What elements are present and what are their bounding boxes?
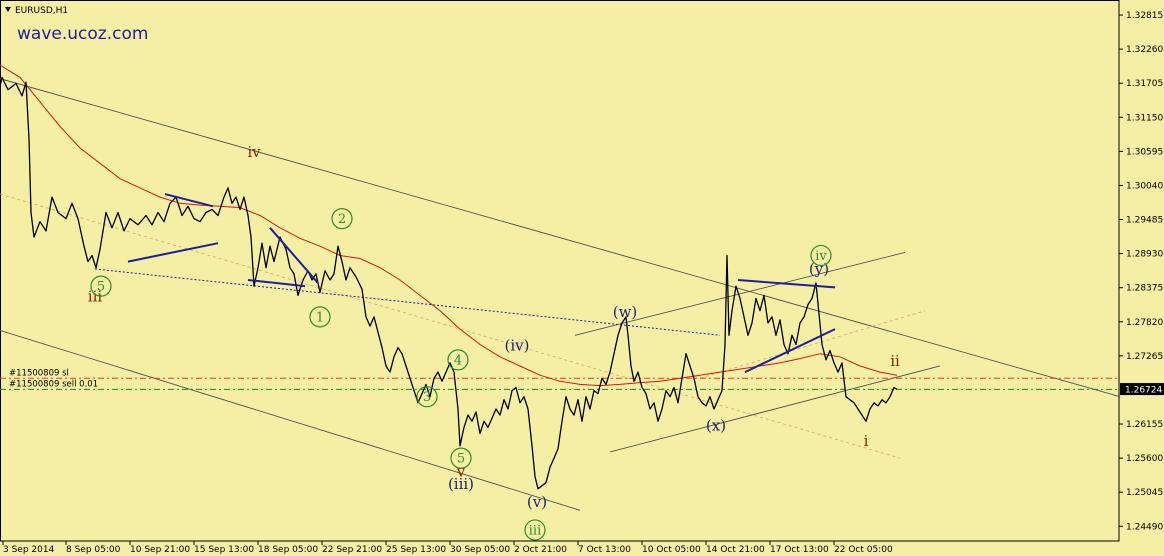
trend-line bbox=[247, 279, 306, 288]
dropdown-triangle-icon[interactable] bbox=[5, 7, 11, 12]
chart-symbol-title: EURUSD,H1 bbox=[15, 6, 68, 16]
plot-border bbox=[0, 0, 1120, 542]
wave-circle-label: 5 bbox=[97, 280, 105, 295]
y-tick-label: 1.32815 bbox=[1126, 11, 1163, 21]
channel-line bbox=[0, 193, 901, 459]
trend-line bbox=[737, 279, 836, 289]
wave-label: (v) bbox=[527, 493, 547, 511]
wave-circle-label: 4 bbox=[454, 353, 462, 368]
channel-line bbox=[0, 78, 1121, 398]
x-tick-label: 8 Sep 05:00 bbox=[66, 545, 121, 555]
y-tick-label: 1.32260 bbox=[1126, 45, 1163, 55]
x-tick-label: 14 Oct 21:00 bbox=[706, 545, 765, 555]
wave-label: (iv) bbox=[505, 337, 530, 355]
wave-circle-marker bbox=[90, 275, 112, 297]
y-tick-label: 1.30040 bbox=[1126, 181, 1163, 191]
wave-label: (x) bbox=[706, 416, 726, 434]
wave-label: (iii) bbox=[448, 475, 474, 493]
wave-circle-marker bbox=[524, 519, 546, 541]
wave-circle-label: iii bbox=[529, 523, 541, 538]
y-tick-label: 1.26155 bbox=[1126, 420, 1163, 430]
trend-line bbox=[744, 328, 836, 374]
y-tick-label: 1.29485 bbox=[1126, 216, 1163, 226]
y-tick-label: 1.28930 bbox=[1126, 250, 1163, 260]
y-tick-label: 1.28375 bbox=[1126, 284, 1163, 294]
trend-line bbox=[127, 242, 219, 263]
wave-label: ii bbox=[890, 352, 900, 370]
y-tick-label: 1.27820 bbox=[1126, 318, 1163, 328]
y-tick-label: 1.31705 bbox=[1126, 79, 1163, 89]
y-tick-label: 1.25600 bbox=[1126, 454, 1163, 464]
x-tick-label: 7 Oct 13:00 bbox=[578, 545, 631, 555]
wave-circle-marker bbox=[447, 349, 469, 371]
moving-average-line bbox=[0, 64, 898, 387]
wave-circle-label: 3 bbox=[423, 390, 431, 405]
x-tick-label: 15 Sep 13:00 bbox=[194, 545, 254, 555]
wave-circle-label: 1 bbox=[316, 310, 324, 325]
wave-circle-marker bbox=[416, 386, 438, 408]
wave-circle-label: 5 bbox=[457, 452, 465, 467]
current-price-badge bbox=[1120, 383, 1164, 396]
wave-label: (w) bbox=[613, 303, 638, 321]
wave-label: v bbox=[456, 463, 466, 481]
price-line bbox=[0, 76, 898, 490]
channel-line bbox=[574, 251, 906, 336]
wave-label: i bbox=[864, 432, 869, 450]
y-tick-label: 1.27265 bbox=[1126, 352, 1163, 362]
channel-line bbox=[609, 365, 941, 453]
wave-circle-marker bbox=[810, 244, 832, 267]
wave-circle-marker bbox=[331, 208, 353, 230]
x-tick-label: 10 Oct 05:00 bbox=[642, 545, 701, 555]
trend-line bbox=[164, 193, 214, 208]
x-tick-label: 2 Oct 21:00 bbox=[514, 545, 567, 555]
watermark-text: wave.ucoz.com bbox=[17, 24, 148, 44]
x-tick-label: 30 Sep 05:00 bbox=[450, 545, 510, 555]
wave-circle-marker bbox=[309, 306, 331, 328]
y-tick-label: 1.30595 bbox=[1126, 147, 1163, 157]
y-tick-label: 1.31150 bbox=[1126, 113, 1163, 123]
x-tick-label: 10 Sep 21:00 bbox=[130, 545, 190, 555]
wave-circle-marker bbox=[450, 447, 472, 469]
x-tick-label: 25 Sep 13:00 bbox=[386, 545, 446, 555]
trend-line bbox=[269, 227, 319, 284]
channel-line bbox=[94, 268, 721, 336]
y-tick-label: 1.24490 bbox=[1126, 522, 1163, 532]
current-price-label: 1.26724 bbox=[1125, 386, 1162, 396]
channel-line bbox=[0, 329, 581, 511]
wave-circle-label: iv bbox=[815, 249, 827, 264]
x-tick-label: 22 Oct 05:00 bbox=[834, 545, 893, 555]
x-tick-label: 18 Sep 05:00 bbox=[258, 545, 318, 555]
y-tick-label: 1.25045 bbox=[1126, 488, 1163, 498]
sell-order-label: #11500809 sell 0.01 bbox=[9, 379, 98, 389]
stop-loss-label: #11500809 sl bbox=[9, 368, 69, 378]
wave-circle-label: 2 bbox=[338, 212, 346, 227]
x-tick-label: 17 Oct 13:00 bbox=[770, 545, 829, 555]
wave-label: iii bbox=[88, 288, 103, 306]
x-tick-label: 3 Sep 2014 bbox=[3, 545, 55, 555]
x-tick-label: 22 Sep 21:00 bbox=[322, 545, 382, 555]
wave-label: iv bbox=[247, 143, 261, 161]
